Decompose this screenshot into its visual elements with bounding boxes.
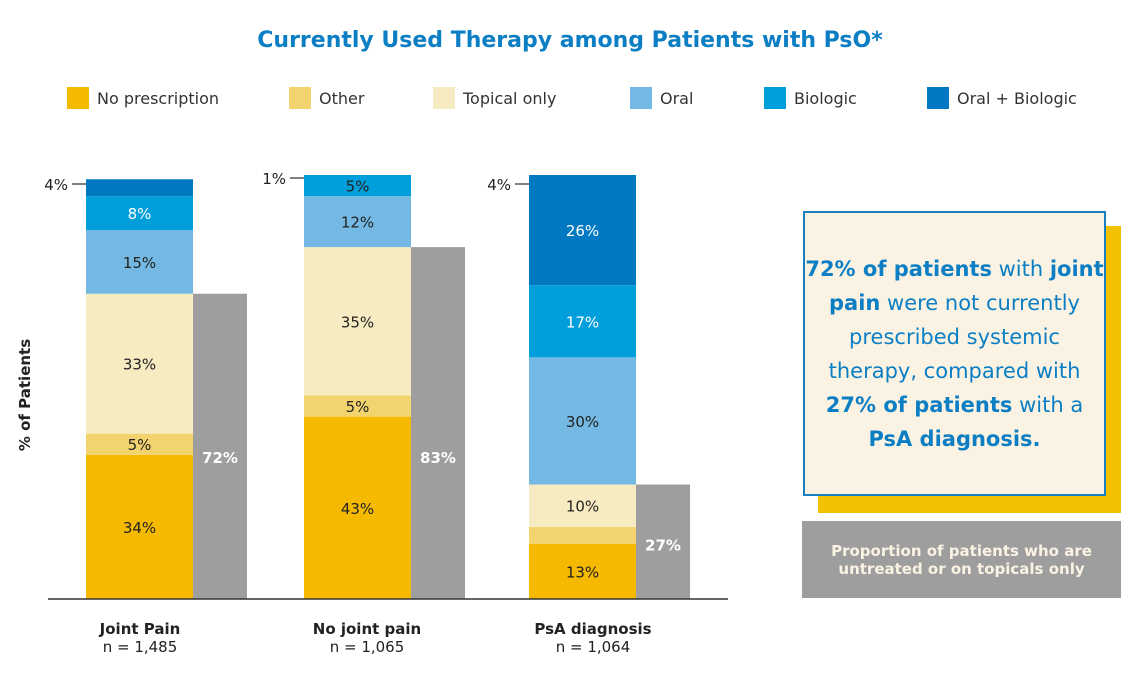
chart-title: Currently Used Therapy among Patients wi…: [257, 28, 883, 53]
bar-segment: [304, 175, 411, 197]
callout-text: PsA diagnosis.: [868, 426, 1041, 451]
legend-swatch: [67, 87, 89, 109]
untreated-bar: [193, 293, 247, 599]
bar-segment: [86, 454, 193, 599]
bar-segment: [86, 433, 193, 455]
data-label: 26%: [566, 222, 599, 240]
legend-label: Oral + Biologic: [957, 88, 1077, 108]
data-label: 30%: [566, 413, 599, 431]
grey-note-text: Proportion of patients who are untreated…: [831, 541, 1092, 578]
legend-item: Oral + Biologic: [927, 87, 1077, 109]
data-label: 5%: [346, 398, 370, 416]
bar-segment: [86, 179, 193, 197]
category-n: n = 1,065: [329, 638, 405, 656]
bar-segment: [529, 175, 636, 286]
legend-item: Other: [289, 87, 364, 109]
data-label: 17%: [566, 313, 599, 331]
bar-segment: [529, 526, 636, 544]
callout-text: joint pain: [829, 256, 1104, 315]
legend-swatch: [433, 87, 455, 109]
y-axis-label: % of Patients: [16, 339, 34, 451]
data-label: 10%: [566, 498, 599, 516]
callout-text: 72% of patients: [805, 256, 992, 281]
data-label: 43%: [341, 500, 374, 518]
legend-item: Biologic: [764, 87, 857, 109]
untreated-label: 83%: [420, 449, 456, 467]
callout-box: 72% of patients with joint pain were not…: [803, 211, 1106, 496]
legend-item: Topical only: [433, 87, 556, 109]
category-n: n = 1,485: [102, 638, 178, 656]
data-label: 15%: [123, 254, 156, 272]
untreated-bar: [636, 484, 690, 599]
category-label: No joint pain n = 1,065: [267, 620, 467, 656]
data-label: 35%: [341, 313, 374, 331]
legend-swatch: [927, 87, 949, 109]
callout-text: with: [991, 256, 1050, 281]
bar-segment: [529, 543, 636, 599]
bar-segment: [304, 196, 411, 248]
legend-label: No prescription: [97, 88, 220, 108]
bar-segment: [529, 484, 636, 527]
category-n: n = 1,064: [555, 638, 631, 656]
data-label: 4%: [487, 176, 511, 194]
category-name: Joint Pain: [99, 620, 181, 638]
untreated-bar: [411, 247, 465, 599]
legend-swatch: [764, 87, 786, 109]
grey-bar-legend: Proportion of patients who are untreated…: [802, 521, 1121, 598]
data-label: 5%: [346, 178, 370, 196]
callout-text: with a: [1012, 392, 1084, 417]
legend-item: No prescription: [67, 87, 219, 109]
legend-label: Topical only: [463, 88, 557, 108]
bar-segment: [86, 230, 193, 294]
data-label: 5%: [128, 436, 152, 454]
legend-swatch: [630, 87, 652, 109]
callout-text: were not currently prescribed systemic t…: [828, 290, 1081, 383]
bar-segment: [304, 395, 411, 417]
legend-swatch: [289, 87, 311, 109]
category-name: PsA diagnosis: [534, 620, 652, 638]
legend-item: Oral: [630, 87, 693, 109]
untreated-label: 27%: [645, 537, 681, 555]
bar-segment: [304, 247, 411, 396]
bar-segment: [529, 285, 636, 358]
bar-segment: [86, 293, 193, 434]
callout-text: 27% of patients: [825, 392, 1013, 417]
legend-label: Biologic: [794, 88, 857, 108]
legend-label: Oral: [660, 88, 694, 108]
data-label: 13%: [566, 563, 599, 581]
data-label: 8%: [128, 205, 152, 223]
data-label: 34%: [123, 519, 156, 537]
data-label: 33%: [123, 356, 156, 374]
legend-label: Other: [319, 88, 365, 108]
bar-segment: [304, 416, 411, 599]
category-name: No joint pain: [312, 620, 422, 638]
data-label: 4%: [44, 176, 68, 194]
data-label: 12%: [341, 214, 374, 232]
category-label: Joint Pain n = 1,485: [40, 620, 240, 656]
bar-segment: [86, 196, 193, 231]
data-label: 1%: [262, 170, 286, 188]
untreated-label: 72%: [202, 449, 238, 467]
bar-segment: [529, 357, 636, 485]
category-label: PsA diagnosis n = 1,064: [493, 620, 693, 656]
